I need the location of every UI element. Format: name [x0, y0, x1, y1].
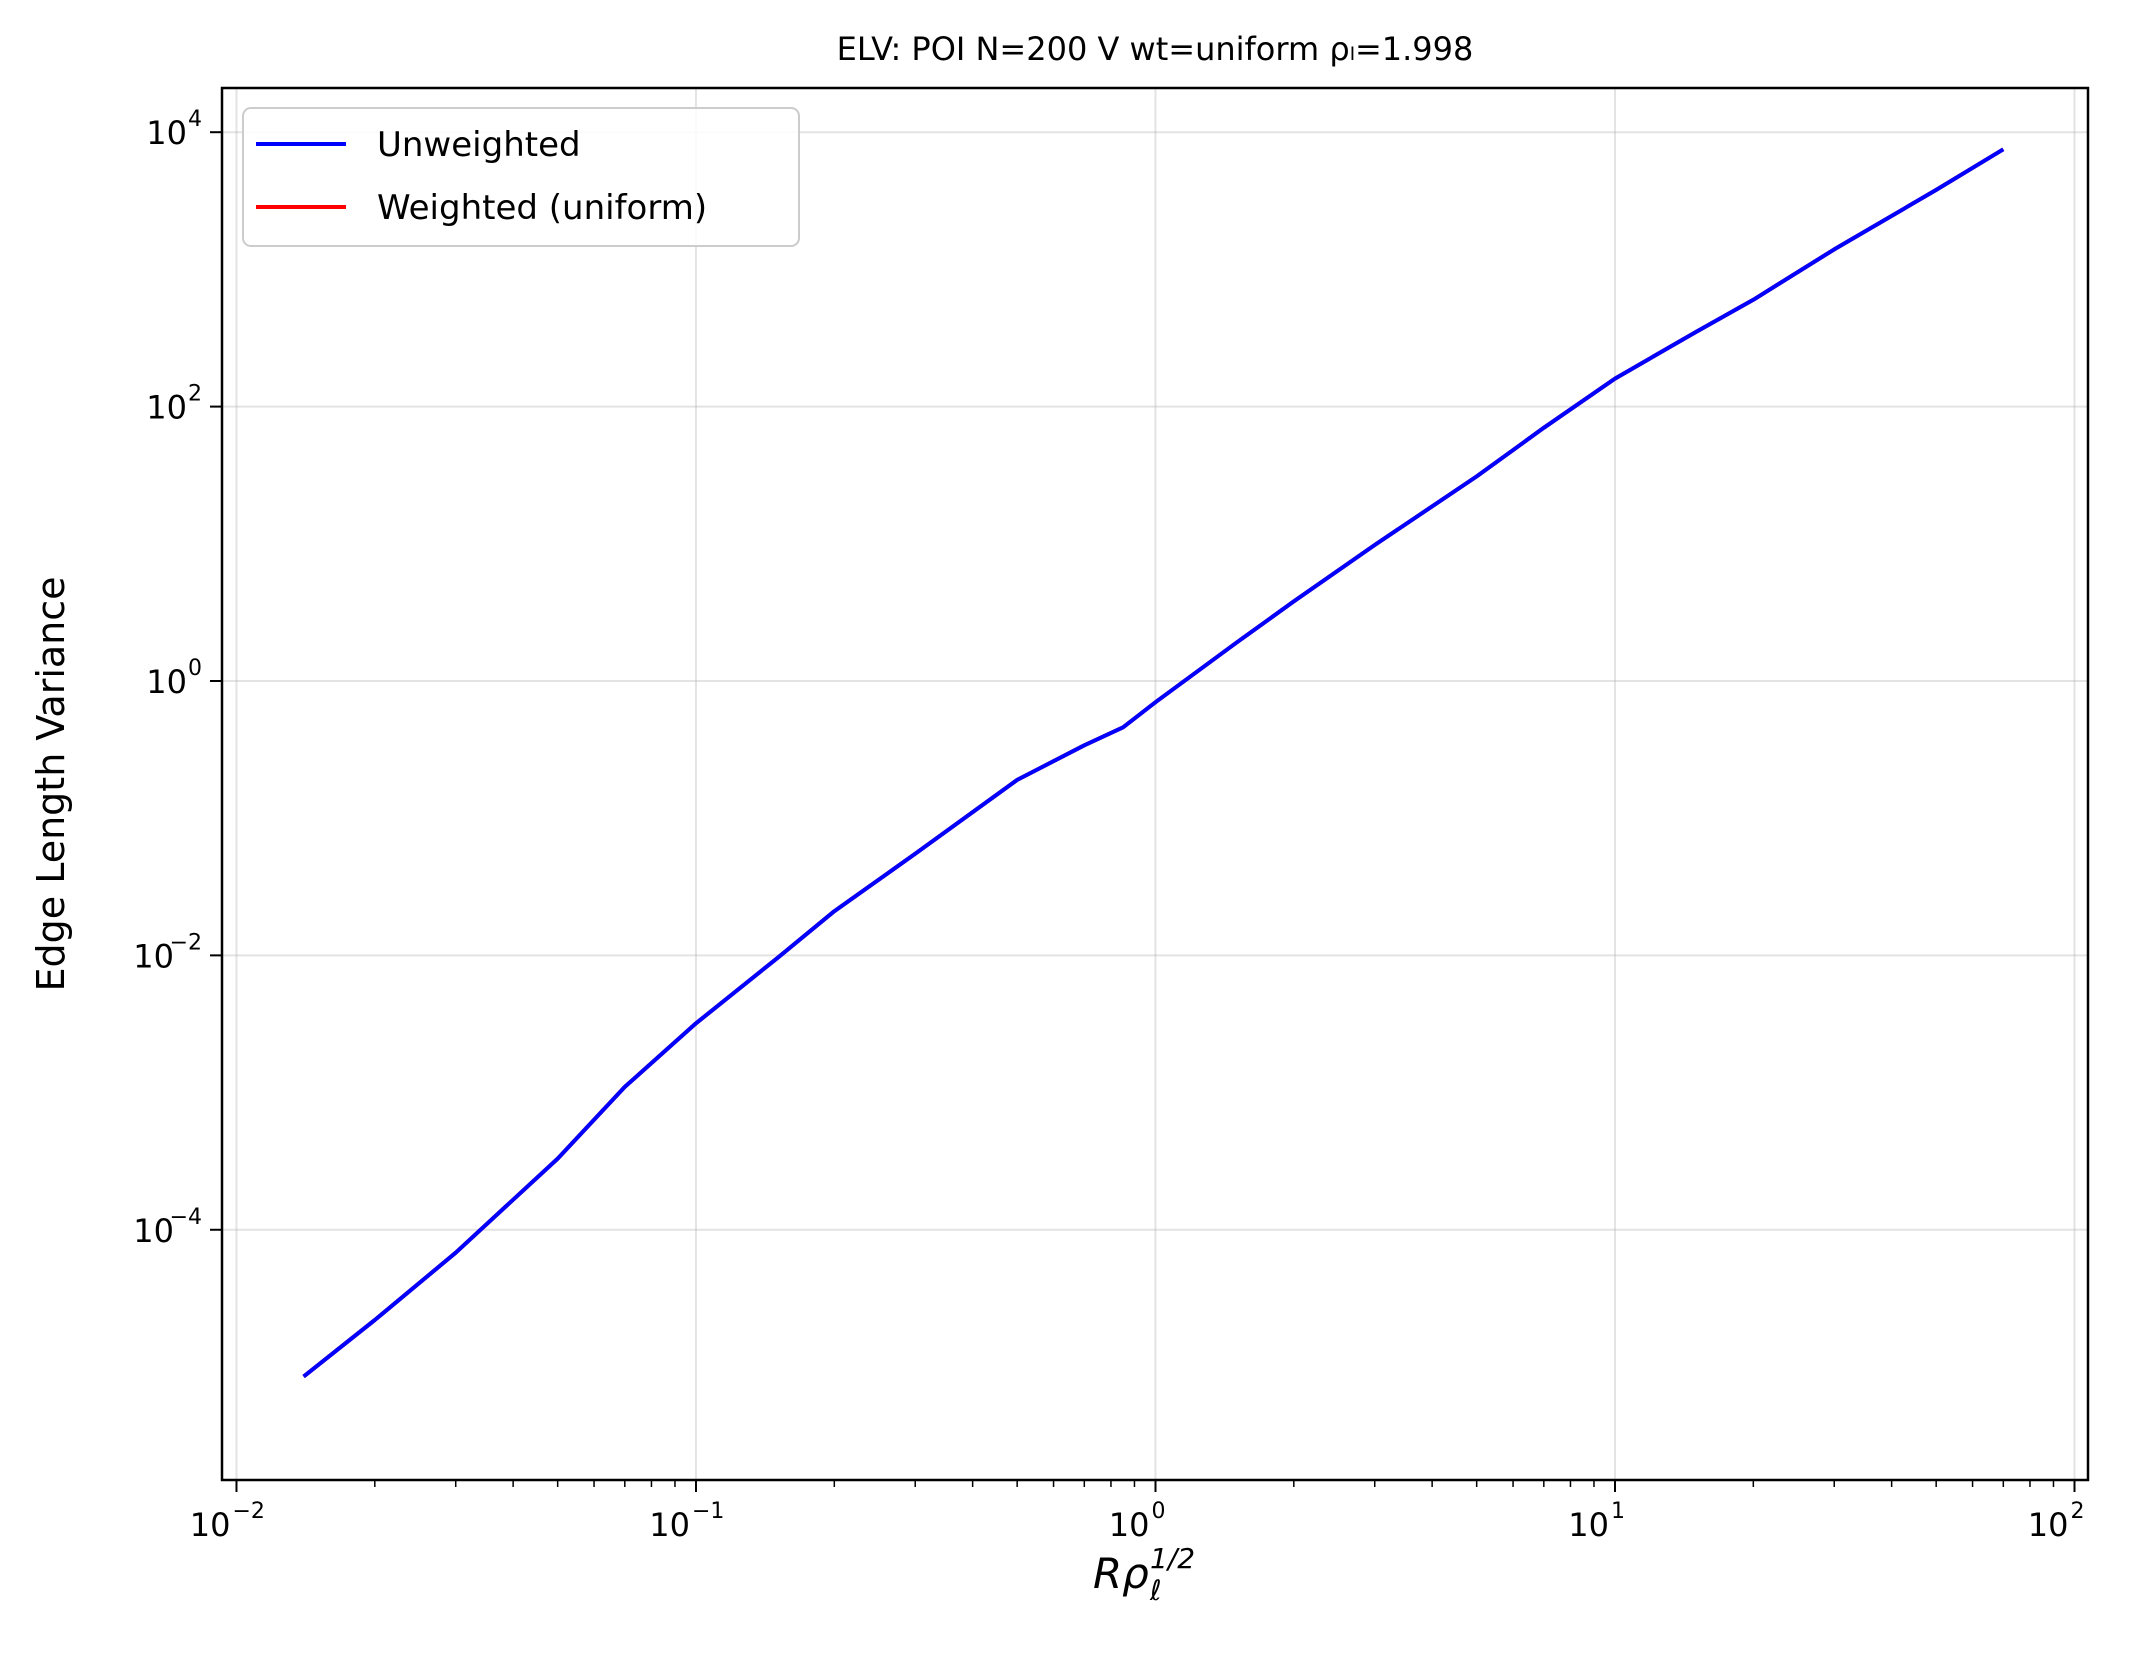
legend-label-weighted: Weighted (uniform)	[377, 188, 707, 228]
x-tick-label-exponent: 0	[1151, 1499, 1165, 1524]
y-tick-label: −210	[133, 930, 202, 975]
axis-ticks	[210, 131, 2076, 1492]
x-axis-label-base: Rρ	[1093, 1549, 1149, 1598]
legend-box	[242, 107, 800, 247]
x-tick-label: 10 1	[1568, 1499, 1625, 1544]
legend-label-unweighted: Unweighted	[377, 125, 581, 165]
y-tick-label-exponent: 0	[188, 656, 202, 681]
y-tick-label-exponent: −4	[170, 1205, 202, 1230]
y-tick-label-exponent: −2	[170, 930, 202, 955]
y-axis-label: Edge Length Variance	[29, 576, 73, 991]
x-axis-label: Rρ 1/2 ℓ	[1093, 1542, 1195, 1607]
x-tick-label-exponent: −2	[232, 1499, 264, 1524]
x-tick-label-exponent: −1	[692, 1499, 724, 1524]
x-tick-labels: 10 −2 10 −1 10 0 10 1 10 2	[190, 1499, 2085, 1544]
y-tick-label-exponent: 4	[188, 107, 202, 132]
x-tick-label: 10 −2	[190, 1499, 265, 1544]
x-axis-label-exponent: 1/2	[1150, 1542, 1195, 1575]
x-tick-label-base: 10	[190, 1506, 231, 1544]
x-tick-label: 10 0	[1109, 1499, 1166, 1544]
y-tick-label: 410	[146, 107, 202, 152]
x-tick-label: 10 −1	[649, 1499, 724, 1544]
x-axis-label-subscript: ℓ	[1149, 1574, 1162, 1607]
y-tick-label-base: 10	[133, 937, 174, 975]
y-tick-label-exponent: 2	[188, 382, 202, 407]
series-line-unweighted	[302, 147, 2005, 1379]
x-tick-label-exponent: 1	[1611, 1499, 1625, 1524]
y-tick-label: 210	[146, 382, 202, 427]
chart-title: ELV: POI N=200 V wt=uniform ρₗ=1.998	[837, 30, 1474, 68]
x-tick-label: 10 2	[2028, 1499, 2085, 1544]
y-tick-label-base: 10	[146, 663, 187, 701]
y-tick-label-base: 10	[146, 389, 187, 427]
y-tick-label-base: 10	[146, 114, 187, 152]
grid	[222, 88, 2088, 1480]
legend: Unweighted Weighted (uniform)	[242, 107, 800, 247]
x-tick-label-base: 10	[2028, 1506, 2069, 1544]
series-lines	[302, 147, 2005, 1379]
y-tick-label-base: 10	[133, 1212, 174, 1250]
x-tick-label-base: 10	[1568, 1506, 1609, 1544]
y-tick-label: 010	[146, 656, 202, 701]
x-tick-label-exponent: 2	[2070, 1499, 2084, 1524]
x-tick-label-base: 10	[649, 1506, 690, 1544]
y-tick-label: −410	[133, 1205, 202, 1250]
x-tick-label-base: 10	[1109, 1506, 1150, 1544]
